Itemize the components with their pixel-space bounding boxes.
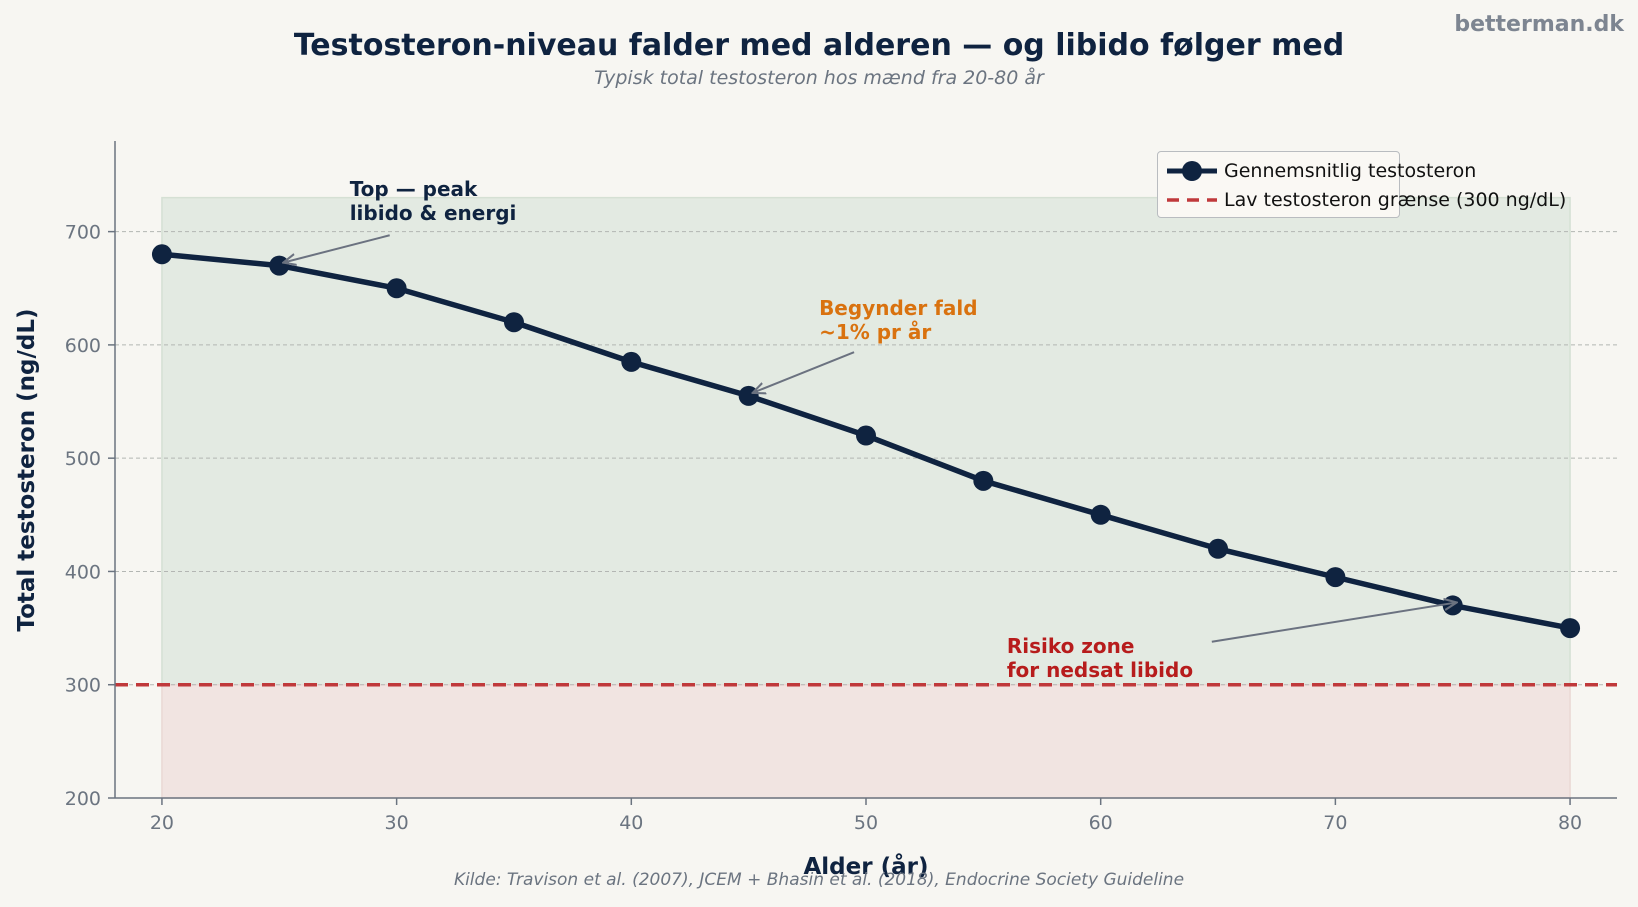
source-note: Kilde: Travison et al. (2007), JCEM + Bh…	[453, 870, 1185, 890]
legend-dashed-line-icon	[1167, 198, 1217, 202]
data-point-60	[1090, 504, 1111, 525]
annotation-peak-line-1: Top — peak	[349, 177, 478, 202]
annotation-decline-line-2: ~1% pr år	[819, 320, 932, 345]
legend-line-marker-icon	[1167, 161, 1217, 181]
data-point-75	[1442, 595, 1463, 616]
data-point-80	[1560, 618, 1581, 639]
y-tick-label-400: 400	[65, 561, 101, 583]
y-axis-label: Total testosteron (ng/dL)	[14, 308, 40, 631]
annotation-risk: Risiko zone for nedsat libido	[1007, 634, 1193, 682]
y-tick-label-500: 500	[65, 448, 101, 470]
x-tick-label-40: 40	[619, 812, 643, 834]
legend: Gennemsnitlig testosteron Lav testostero…	[1157, 151, 1566, 218]
chart-subtitle: Typisk total testosteron hos mænd fra 20…	[594, 67, 1044, 89]
annotation-risk-line-2: for nedsat libido	[1006, 657, 1194, 682]
data-point-45	[738, 385, 759, 406]
y-tick-label-700: 700	[65, 222, 101, 244]
data-point-35	[503, 312, 524, 333]
data-point-65	[1208, 538, 1229, 559]
annotation-peak: Top — peak libido & energi	[350, 177, 517, 225]
x-tick-label-60: 60	[1089, 812, 1113, 834]
legend-label-average: Gennemsnitlig testosteron	[1224, 160, 1477, 182]
x-axis-label: Alder (år)	[804, 853, 929, 880]
data-point-20	[151, 244, 172, 265]
annotation-peak-line-2: libido & energi	[349, 201, 517, 226]
y-tick-label-600: 600	[65, 335, 101, 357]
annotation-decline-line-1: Begynder fald	[819, 296, 978, 321]
x-tick-label-70: 70	[1323, 812, 1347, 834]
annotation-decline: Begynder fald ~1% pr år	[819, 296, 977, 344]
chart-title: Testosteron-niveau falder med alderen — …	[293, 28, 1345, 63]
annotation-arrow-peak	[283, 234, 390, 262]
shaded-zone-risk	[161, 683, 1571, 799]
x-tick-label-20: 20	[150, 812, 174, 834]
data-point-40	[621, 351, 642, 372]
data-point-50	[856, 425, 876, 446]
annotation-arrow-decline	[753, 351, 855, 393]
y-tick-label-200: 200	[65, 788, 101, 810]
x-tick-label-50: 50	[854, 812, 878, 834]
data-point-25	[269, 255, 290, 276]
data-point-70	[1325, 567, 1346, 588]
watermark: betterman.dk	[1454, 12, 1624, 37]
x-tick-label-80: 80	[1558, 812, 1582, 834]
y-tick-label-300: 300	[65, 675, 101, 697]
annotation-arrow-risk	[1211, 602, 1457, 643]
data-point-55	[973, 470, 994, 491]
x-tick-label-30: 30	[385, 812, 409, 834]
data-point-30	[386, 278, 407, 299]
legend-label-threshold: Lav testosteron grænse (300 ng/dL)	[1224, 189, 1567, 211]
annotation-risk-line-1: Risiko zone	[1006, 633, 1135, 658]
